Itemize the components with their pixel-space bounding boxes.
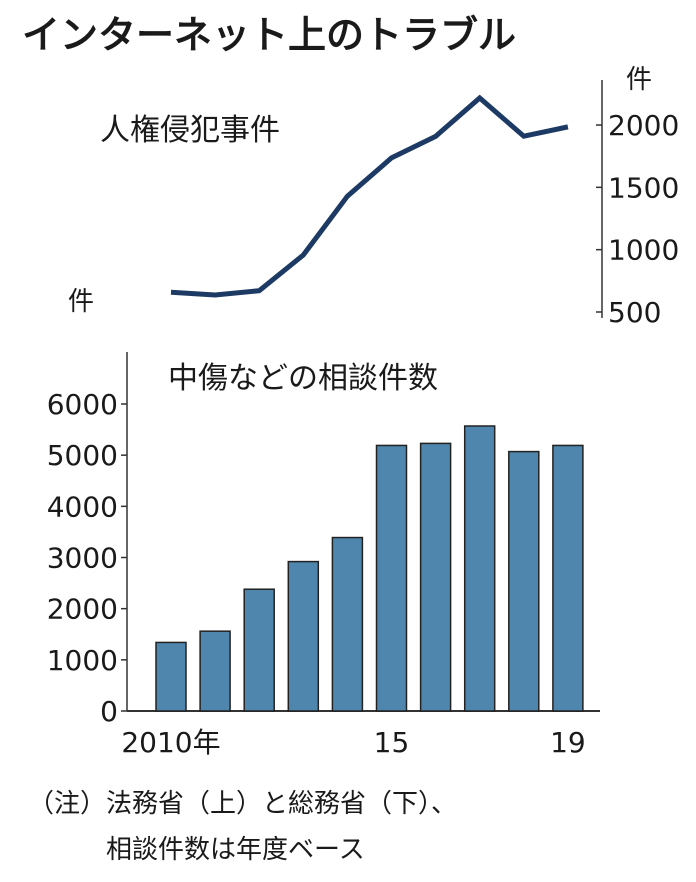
- bar-y-tick-label: 6000: [47, 388, 118, 421]
- bar-x-tick-label: 2010年: [121, 726, 220, 759]
- bar-x-tick-label: 19: [550, 726, 586, 759]
- bar: [508, 450, 540, 712]
- bar: [243, 588, 275, 712]
- note-line-2: 相談件数は年度ベース: [106, 835, 365, 865]
- bar: [463, 425, 496, 712]
- line-y-tick-label: 1000: [608, 234, 679, 267]
- note-line-1: （注）法務省（上）と総務省（下）、: [28, 789, 457, 819]
- bar-y-tick-label: 5000: [47, 439, 118, 472]
- bar: [552, 444, 584, 712]
- bar-x-tick-label: 15: [374, 726, 410, 759]
- figure-title: インターネット上のトラブル: [22, 13, 516, 57]
- bar: [287, 560, 320, 712]
- bar-chart: 中傷などの相談件数 0 1000 2000 3000 4000 5000 6000 2010年…: [47, 352, 600, 759]
- line-chart-title: 人権侵犯事件: [100, 113, 280, 148]
- bar-y-tick-label: 3000: [47, 542, 118, 575]
- line-y-tick-label: 1500: [608, 171, 679, 204]
- line-series: [170, 94, 569, 298]
- bar: [375, 444, 408, 712]
- bar-y-tick-label: 0: [100, 695, 118, 728]
- line-unit-left: 件: [68, 287, 94, 317]
- bar: [419, 442, 452, 712]
- bar-y-tick-label: 4000: [47, 490, 118, 523]
- bar-chart-title: 中傷などの相談件数: [168, 361, 438, 396]
- bar: [155, 641, 187, 712]
- line-chart: 人権侵犯事件 件 件 500 1000 1500 2000: [68, 65, 679, 329]
- line-y-tick-label: 2000: [608, 109, 679, 142]
- bar: [331, 536, 364, 712]
- bar: [199, 630, 231, 712]
- line-y-tick-label: 500: [608, 296, 661, 329]
- bar-y-tick-label: 1000: [47, 644, 118, 677]
- line-unit-right: 件: [626, 65, 652, 95]
- bar-y-tick-label: 2000: [47, 593, 118, 626]
